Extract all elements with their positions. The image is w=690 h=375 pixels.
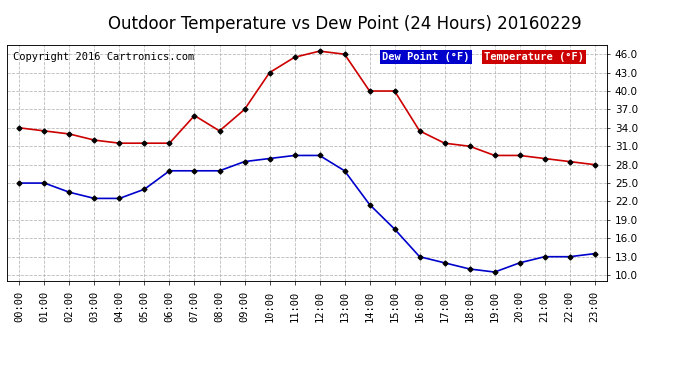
Text: Dew Point (°F): Dew Point (°F) [382, 52, 470, 62]
Text: Copyright 2016 Cartronics.com: Copyright 2016 Cartronics.com [13, 52, 194, 62]
Text: Outdoor Temperature vs Dew Point (24 Hours) 20160229: Outdoor Temperature vs Dew Point (24 Hou… [108, 15, 582, 33]
Text: Temperature (°F): Temperature (°F) [484, 52, 584, 62]
